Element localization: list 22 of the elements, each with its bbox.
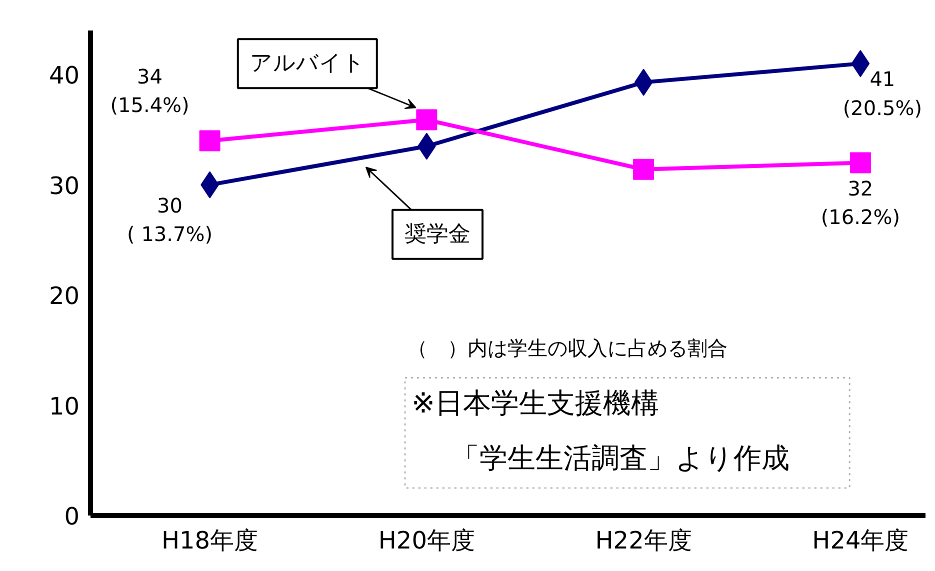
- data-label: 34 (15.4%): [110, 64, 190, 118]
- text: アルバイト: [250, 51, 365, 76]
- x-tick-label: H24年度: [812, 526, 909, 554]
- y-tick-label: 20: [48, 282, 80, 310]
- data-label: 32 (16.2%): [820, 176, 900, 230]
- point: [416, 109, 438, 130]
- x-tick-label: H18年度: [161, 526, 258, 554]
- annotation: ※日本学生支援機構: [411, 386, 659, 420]
- x-tick-label: H20年度: [378, 526, 475, 554]
- text: 奨学金: [404, 222, 471, 247]
- data-label: 30 ( 13.7%): [127, 193, 213, 246]
- y-tick-label: 0: [64, 502, 80, 530]
- data-label: 41 (20.5%): [842, 67, 922, 120]
- x-tick-label: H22年度: [595, 526, 692, 554]
- point: [199, 130, 220, 152]
- point: [850, 152, 871, 174]
- point: [633, 158, 654, 180]
- annotation: （ ）内は学生の収入に占める割合: [408, 336, 728, 360]
- annotation: 「学生生活調査」より作成: [451, 442, 790, 475]
- y-tick-label: 40: [48, 62, 80, 90]
- y-tick-label: 10: [48, 392, 80, 420]
- y-tick-label: 30: [48, 172, 80, 200]
